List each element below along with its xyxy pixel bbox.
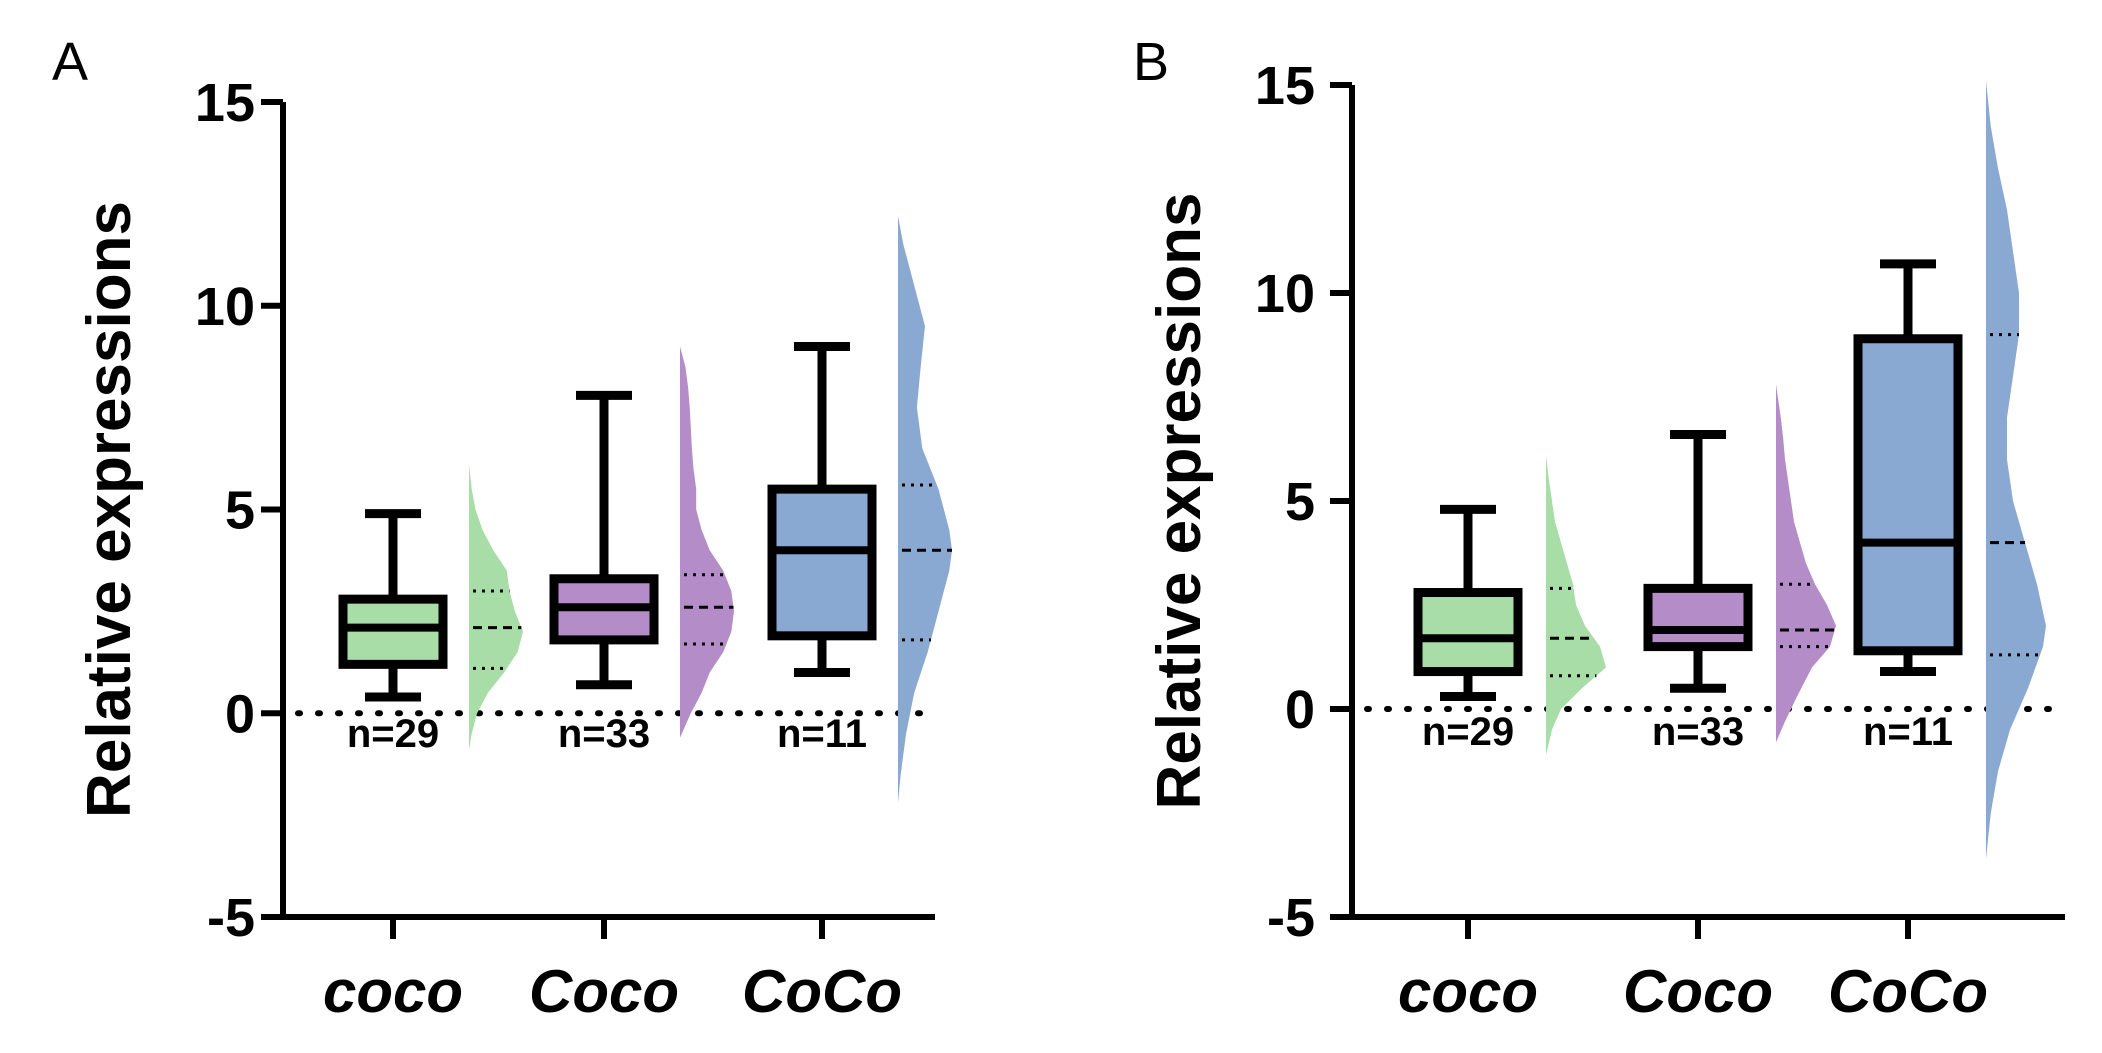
panel-b: B Relative expressions -5 0 5 10 15 n=29 coco n=3… bbox=[1133, 32, 2068, 1025]
y-tick-label: 5 bbox=[1285, 472, 1315, 532]
y-tick-label: 15 bbox=[1255, 56, 1315, 116]
y-tick-label: 0 bbox=[1285, 680, 1315, 740]
y-axis-title: Relative expressions bbox=[1145, 193, 1214, 810]
group-1: n=33 bbox=[549, 346, 734, 756]
box bbox=[767, 484, 877, 641]
x-category-label: coco bbox=[1398, 958, 1538, 1025]
y-tick-label: 10 bbox=[195, 277, 255, 337]
x-category-label: CoCo bbox=[1828, 958, 1988, 1025]
n-label: n=29 bbox=[1422, 710, 1514, 754]
y-tick-label: 0 bbox=[225, 684, 255, 744]
x-category-label: Coco bbox=[529, 958, 679, 1025]
panel-a: A Relative expressions -5 0 5 10 15 n=29 coco n=3… bbox=[52, 32, 952, 1025]
y-tick-label: 15 bbox=[195, 73, 255, 133]
box bbox=[1643, 583, 1753, 652]
panel-letter: B bbox=[1133, 32, 1169, 92]
n-label: n=33 bbox=[558, 712, 650, 756]
group-0: n=29 bbox=[1413, 455, 1606, 755]
violin-half bbox=[469, 464, 523, 750]
y-tick-label: -5 bbox=[1267, 888, 1315, 948]
x-category-label: coco bbox=[323, 958, 463, 1025]
n-label: n=11 bbox=[1863, 710, 1953, 754]
n-label: n=33 bbox=[1652, 710, 1744, 754]
violin-half bbox=[1776, 384, 1836, 743]
group-2: n=11 bbox=[767, 216, 952, 803]
n-label: n=11 bbox=[777, 712, 867, 756]
box bbox=[1413, 588, 1523, 677]
y-tick-label: 5 bbox=[225, 481, 255, 541]
group-0: n=29 bbox=[338, 464, 523, 756]
box bbox=[1853, 334, 1963, 656]
y-tick-label: 10 bbox=[1255, 264, 1315, 324]
violin-half bbox=[680, 346, 734, 738]
group-1: n=33 bbox=[1643, 384, 1836, 754]
y-axis-title: Relative expressions bbox=[75, 201, 144, 818]
violin-half bbox=[1546, 455, 1606, 755]
violin-half bbox=[1986, 80, 2046, 859]
x-category-label: CoCo bbox=[742, 958, 902, 1025]
n-label: n=29 bbox=[347, 712, 439, 756]
y-tick-label: -5 bbox=[207, 888, 255, 948]
panel-letter: A bbox=[52, 32, 88, 92]
x-category-label: Coco bbox=[1623, 958, 1773, 1025]
group-2: n=11 bbox=[1853, 80, 2046, 859]
violin-half bbox=[898, 216, 952, 803]
box bbox=[338, 594, 448, 669]
